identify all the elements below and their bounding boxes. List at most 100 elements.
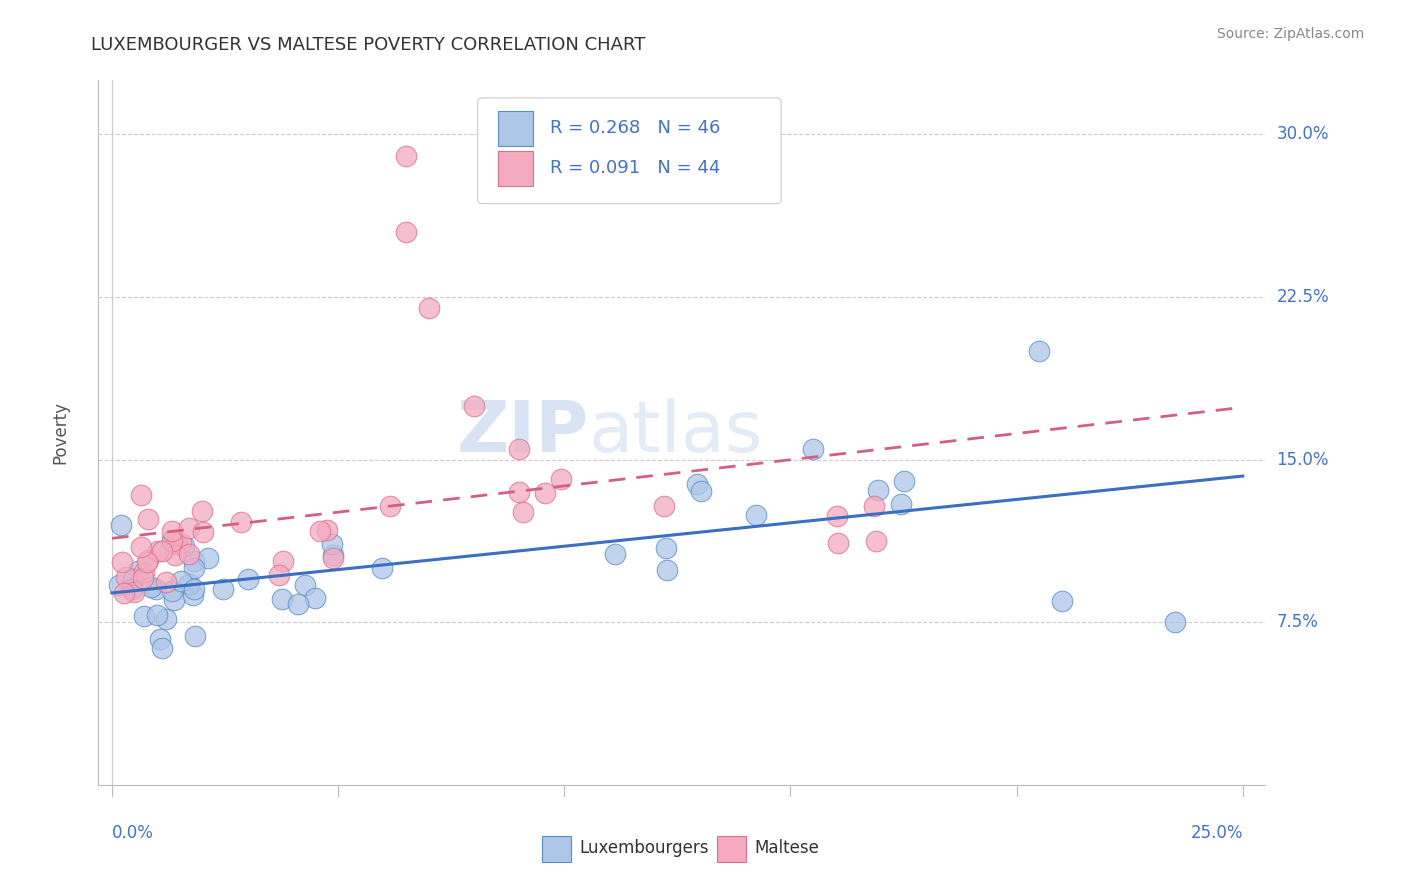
Point (655, 541, 678, 556)
Text: Maltese: Maltese (754, 839, 820, 857)
Point (148, 543, 170, 558)
Text: Poverty: Poverty (51, 401, 69, 464)
Text: 15.0%: 15.0% (1277, 450, 1329, 468)
Text: R = 0.268   N = 46: R = 0.268 N = 46 (550, 120, 720, 137)
Point (150, 544, 173, 558)
Point (866, 483, 889, 497)
Point (686, 477, 709, 491)
Text: 30.0%: 30.0% (1277, 126, 1329, 144)
Text: R = 0.091   N = 44: R = 0.091 N = 44 (550, 160, 720, 178)
Point (550, 472, 572, 486)
Text: atlas: atlas (589, 398, 763, 467)
Point (316, 524, 339, 538)
Point (183, 582, 205, 596)
Point (827, 535, 849, 549)
Point (183, 554, 205, 568)
Point (378, 499, 401, 513)
Point (236, 572, 259, 586)
Point (184, 629, 207, 643)
Text: LUXEMBOURGER VS MALTESE POVERTY CORRELATION CHART: LUXEMBOURGER VS MALTESE POVERTY CORRELAT… (91, 36, 645, 54)
Point (508, 442, 530, 456)
Point (179, 576, 201, 591)
Point (294, 578, 316, 592)
Point (134, 566, 156, 580)
Point (689, 483, 711, 498)
Point (865, 534, 887, 549)
Point (150, 641, 173, 656)
Point (145, 582, 167, 596)
Point (309, 524, 332, 538)
Point (183, 588, 205, 602)
Point (170, 535, 193, 549)
Point (127, 564, 149, 578)
Point (163, 593, 186, 607)
Point (395, 149, 418, 163)
FancyBboxPatch shape (498, 151, 533, 186)
Point (270, 591, 292, 606)
Point (107, 578, 129, 592)
Point (893, 475, 915, 489)
Point (801, 442, 824, 456)
Point (135, 555, 157, 569)
Point (304, 591, 326, 606)
Point (508, 485, 530, 500)
Point (322, 550, 344, 565)
Point (191, 524, 214, 539)
Point (165, 537, 187, 551)
Point (1164, 615, 1187, 630)
Point (129, 540, 152, 554)
Text: ZIP: ZIP (457, 398, 589, 467)
Point (139, 580, 162, 594)
Point (603, 547, 626, 561)
Point (652, 499, 675, 513)
Point (149, 632, 172, 646)
Point (134, 609, 156, 624)
Text: 22.5%: 22.5% (1277, 288, 1329, 306)
Point (163, 549, 186, 563)
Point (129, 488, 152, 502)
Point (1050, 593, 1073, 607)
Point (160, 533, 183, 548)
Point (146, 607, 169, 622)
Point (825, 508, 848, 523)
Point (114, 569, 136, 583)
Point (179, 547, 201, 561)
Point (395, 225, 418, 239)
Point (890, 497, 912, 511)
Point (110, 517, 132, 532)
Point (170, 574, 193, 589)
Point (136, 512, 159, 526)
FancyBboxPatch shape (478, 98, 782, 203)
Point (321, 537, 343, 551)
Point (267, 568, 290, 582)
Point (121, 572, 143, 586)
FancyBboxPatch shape (541, 836, 571, 863)
Point (197, 551, 219, 566)
FancyBboxPatch shape (717, 836, 747, 863)
Point (132, 571, 155, 585)
Point (112, 586, 135, 600)
Point (212, 582, 235, 596)
Point (162, 534, 184, 549)
Point (183, 561, 205, 575)
Text: 0.0%: 0.0% (112, 824, 153, 842)
Point (1028, 344, 1050, 359)
Point (155, 574, 177, 589)
Point (136, 553, 159, 567)
Point (177, 521, 200, 535)
Point (371, 561, 394, 575)
Point (160, 584, 183, 599)
Text: Source: ZipAtlas.com: Source: ZipAtlas.com (1216, 27, 1364, 41)
Point (322, 548, 344, 562)
FancyBboxPatch shape (498, 111, 533, 145)
Point (512, 505, 534, 519)
Point (534, 485, 557, 500)
Text: 25.0%: 25.0% (1191, 824, 1243, 842)
Point (862, 499, 884, 513)
Text: Luxembourgers: Luxembourgers (579, 839, 709, 857)
Point (110, 555, 132, 569)
Point (160, 524, 183, 538)
Point (463, 399, 485, 413)
Point (173, 539, 195, 553)
Point (418, 301, 440, 315)
